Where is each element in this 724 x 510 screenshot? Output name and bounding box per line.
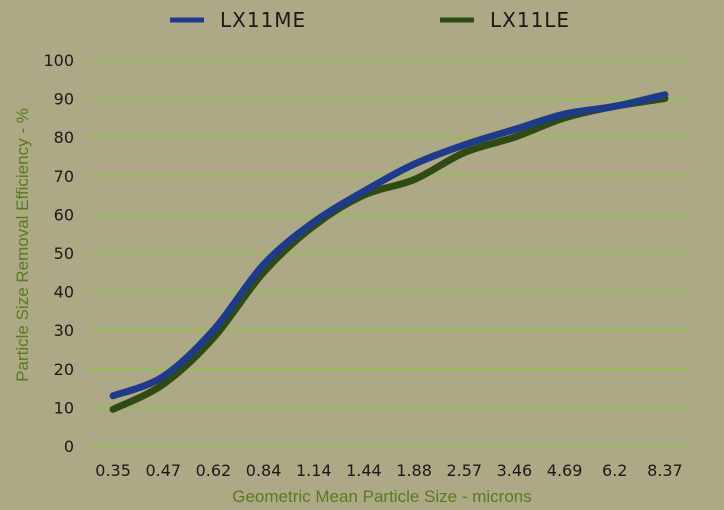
x-axis-ticks: 0.35 0.47 0.62 0.84 1.14 1.44 1.88 2.57 3.46 4.69… <box>95 461 682 480</box>
y-axis-title: Particle Size Removal Efficiency - % <box>13 108 32 382</box>
y-tick-label: 30 <box>54 321 74 340</box>
y-tick-label: 80 <box>54 128 74 147</box>
y-tick-label: 20 <box>54 360 74 379</box>
legend: LX11ME LX11LE <box>170 8 570 32</box>
series-lines <box>109 91 669 413</box>
x-tick-label: 8.37 <box>647 461 683 480</box>
x-tick-label: 4.69 <box>547 461 583 480</box>
legend-label: LX11LE <box>490 8 570 32</box>
x-tick-label: 0.47 <box>145 461 181 480</box>
x-tick-label: 6.2 <box>602 461 627 480</box>
x-tick-label: 0.62 <box>196 461 232 480</box>
y-tick-label: 10 <box>54 398 74 417</box>
series-line-lx11le <box>109 95 669 413</box>
x-tick-label: 2.57 <box>446 461 482 480</box>
x-axis-title: Geometric Mean Particle Size - microns <box>232 487 531 506</box>
legend-label: LX11ME <box>220 8 306 32</box>
x-tick-label: 1.44 <box>346 461 382 480</box>
x-tick-label: 1.88 <box>396 461 432 480</box>
x-tick-label: 0.35 <box>95 461 131 480</box>
y-tick-label: 100 <box>43 51 74 70</box>
y-tick-label: 0 <box>64 437 74 456</box>
y-tick-label: 40 <box>54 283 74 302</box>
x-tick-label: 0.84 <box>246 461 282 480</box>
y-tick-label: 70 <box>54 167 74 186</box>
gridlines <box>88 59 690 447</box>
y-tick-label: 90 <box>54 90 74 109</box>
y-tick-label: 50 <box>54 244 74 263</box>
x-tick-label: 1.14 <box>296 461 332 480</box>
x-tick-label: 3.46 <box>497 461 533 480</box>
y-tick-label: 60 <box>54 205 74 224</box>
y-axis-ticks: 0 10 20 30 40 50 60 70 80 90 100 <box>43 51 74 456</box>
series-line-lx11me <box>109 91 669 400</box>
